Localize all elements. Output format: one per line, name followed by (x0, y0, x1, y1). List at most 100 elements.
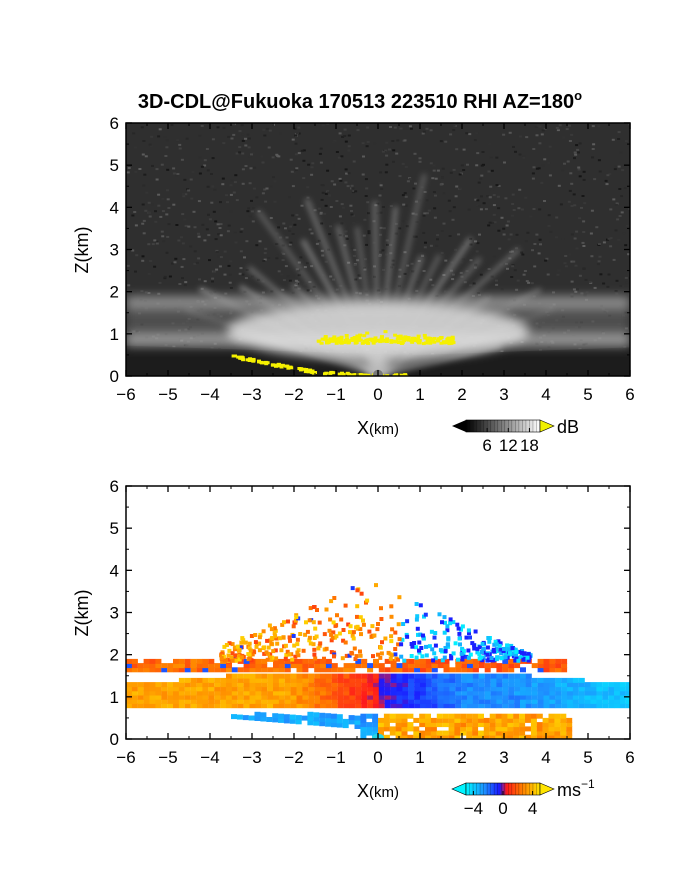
velocity-cell (420, 694, 426, 700)
velocity-cell (519, 722, 526, 728)
velocity-speckle (442, 630, 447, 635)
velocity-cell (296, 698, 303, 704)
velocity-cell (408, 694, 415, 700)
velocity-cell (437, 658, 444, 664)
velocity-speckle (440, 620, 444, 625)
velocity-cell (408, 703, 415, 709)
velocity-cell (537, 682, 544, 688)
noise-pixel (562, 136, 566, 139)
velocity-cell (161, 698, 168, 704)
velocity-cell (320, 698, 326, 704)
velocity-speckle (358, 649, 362, 654)
velocity-cell (226, 694, 232, 700)
velocity-speckle (254, 644, 259, 649)
noise-pixel (404, 195, 408, 198)
x-tick-label: −4 (200, 385, 219, 404)
velocity-speckle (265, 638, 270, 643)
noise-pixel (532, 208, 536, 210)
velocity-cell (507, 713, 514, 719)
noise-pixel (263, 258, 267, 261)
noise-pixel (518, 188, 522, 191)
near-ground-pixel (331, 371, 336, 375)
velocity-cell (525, 690, 532, 696)
velocity-speckle (375, 627, 380, 632)
noise-pixel (533, 243, 537, 245)
velocity-speckle (355, 604, 360, 609)
noise-pixel (598, 243, 601, 245)
noise-pixel (606, 285, 610, 288)
velocity-cell (537, 694, 544, 700)
velocity-speckle (468, 635, 472, 640)
velocity-speckle (341, 628, 346, 632)
velocity-cell (608, 698, 615, 704)
noise-pixel (595, 226, 599, 229)
noise-pixel (539, 243, 542, 246)
noise-pixel (338, 132, 342, 135)
velocity-cell (337, 698, 344, 704)
velocity-speckle (227, 648, 232, 653)
velocity-speckle (240, 636, 245, 641)
velocity-cell (560, 730, 567, 736)
velocity-cell (625, 690, 630, 696)
noise-pixel (203, 239, 207, 242)
velocity-speckle (314, 634, 319, 639)
velocity-cell (508, 658, 515, 664)
noise-pixel (555, 236, 558, 239)
noise-pixel (221, 177, 225, 180)
noise-pixel (597, 125, 601, 128)
velocity-speckle (400, 637, 405, 642)
saturated-pixel (338, 338, 343, 342)
velocity-speckle (235, 644, 240, 649)
velocity-speckle (433, 643, 438, 648)
velocity-speckle (412, 641, 417, 645)
velocity-cell (560, 713, 567, 719)
velocity-cell (155, 667, 162, 673)
saturated-pixel (385, 337, 390, 341)
noise-pixel (393, 126, 397, 129)
noise-pixel (515, 233, 519, 236)
noise-pixel (203, 280, 207, 283)
velocity-cell (126, 658, 132, 664)
velocity-cell (489, 734, 496, 739)
noise-pixel (422, 231, 426, 234)
noise-pixel (347, 149, 351, 152)
velocity-cell (249, 694, 256, 700)
velocity-cell (336, 722, 343, 728)
noise-pixel (495, 279, 498, 282)
velocity-cell (396, 667, 403, 673)
noise-pixel (296, 132, 299, 135)
x-tick-label: 3 (499, 748, 508, 767)
velocity-cell (496, 673, 503, 679)
noise-pixel (127, 167, 131, 169)
noise-pixel (227, 264, 231, 267)
velocity-speckle (457, 631, 462, 636)
velocity-cell (383, 726, 390, 732)
velocity-speckle (431, 658, 436, 663)
noise-pixel (234, 241, 238, 244)
velocity-cell (484, 703, 491, 709)
velocity-cell (472, 690, 479, 696)
velocity-speckle (514, 649, 519, 654)
velocity-speckle (389, 653, 394, 658)
velocity-cell (489, 713, 496, 719)
velocity-cell (367, 690, 374, 696)
velocity-cell (520, 667, 526, 673)
noise-pixel (289, 158, 293, 161)
velocity-cell (214, 703, 221, 709)
noise-pixel (537, 252, 541, 255)
noise-pixel (557, 269, 561, 272)
velocity-cell (149, 703, 156, 709)
velocity-cell (602, 690, 609, 696)
velocity-speckle (379, 606, 383, 611)
velocity-speckle (494, 642, 499, 647)
velocity-cell (278, 698, 285, 704)
velocity-cell (567, 698, 573, 704)
noise-pixel (302, 149, 306, 152)
velocity-xlabel: X(km) (357, 781, 399, 801)
velocity-cell (296, 690, 303, 696)
velocity-cell (202, 694, 209, 700)
noise-pixel (189, 245, 193, 248)
velocity-cell (331, 690, 338, 696)
noise-pixel (241, 139, 245, 142)
noise-pixel (538, 125, 542, 128)
